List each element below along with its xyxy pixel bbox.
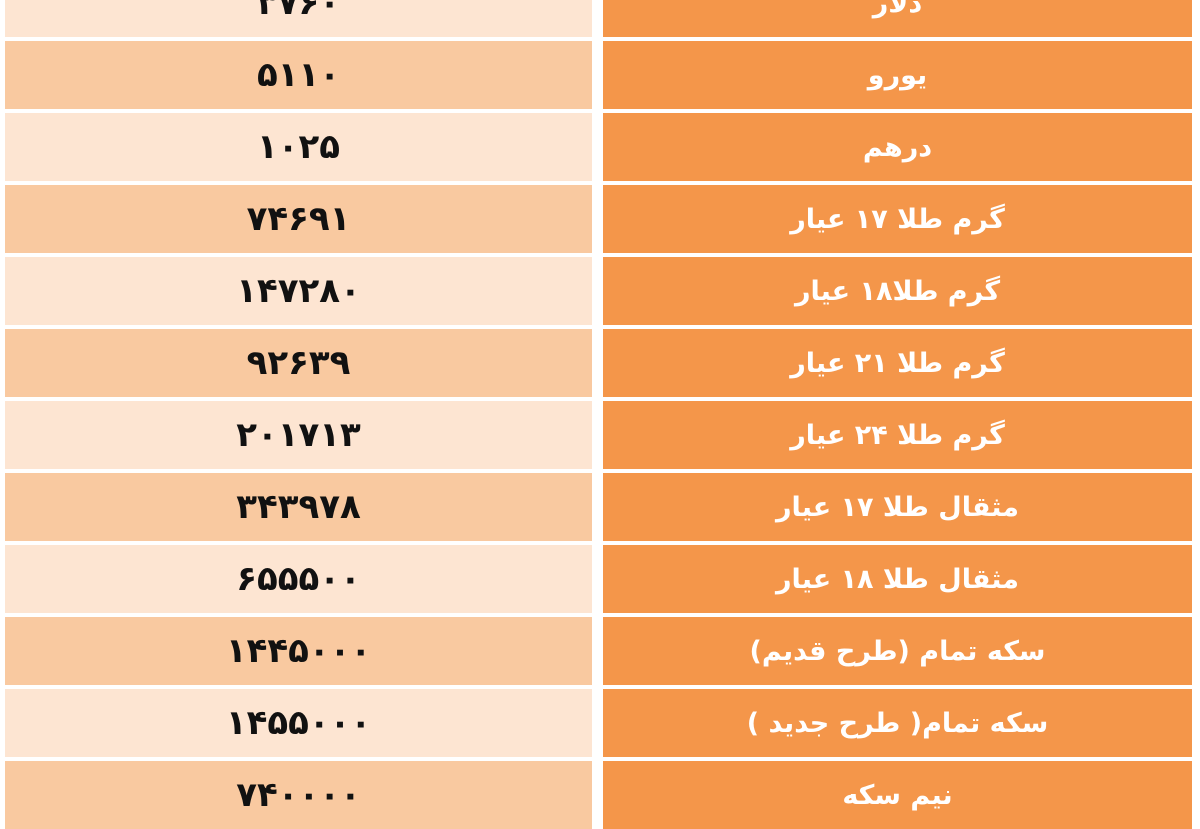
item-name: دلار (603, 0, 1192, 37)
price-value: ۵۱۱۰ (5, 41, 592, 109)
item-name: گرم طلا ۲۱ عیار (603, 329, 1192, 397)
price-value: ۷۴۶۹۱ (5, 185, 592, 253)
price-value: ۳۴۳۹۷۸ (5, 473, 592, 541)
item-name: مثقال طلا ۱۸ عیار (603, 545, 1192, 613)
price-value: ۶۵۵۵۰۰ (5, 545, 592, 613)
item-name: گرم طلا ۱۷ عیار (603, 185, 1192, 253)
table-row: ۵۱۱۰ یورو (0, 41, 1200, 109)
table-row: ۷۴۶۹۱ گرم طلا ۱۷ عیار (0, 185, 1200, 253)
price-value: ۹۲۶۳۹ (5, 329, 592, 397)
table-row: ۳۷۶۰ دلار (0, 0, 1200, 37)
table-row: ۷۴۰۰۰۰ نیم سکه (0, 761, 1200, 829)
price-value: ۱۴۵۵۰۰۰ (5, 689, 592, 757)
price-value: ۷۴۰۰۰۰ (5, 761, 592, 829)
table-row: ۲۰۱۷۱۳ گرم طلا ۲۴ عیار (0, 401, 1200, 469)
table-row: ۱۴۷۲۸۰ گرم طلا۱۸ عیار (0, 257, 1200, 325)
table-row: ۳۴۳۹۷۸ مثقال طلا ۱۷ عیار (0, 473, 1200, 541)
item-name: سکه تمام( طرح جدید ) (603, 689, 1192, 757)
item-name: یورو (603, 41, 1192, 109)
price-value: ۱۴۷۲۸۰ (5, 257, 592, 325)
price-value: ۲۰۱۷۱۳ (5, 401, 592, 469)
item-name: درهم (603, 113, 1192, 181)
table-row: ۱۴۴۵۰۰۰ سکه تمام (طرح قدیم) (0, 617, 1200, 685)
table-row: ۹۲۶۳۹ گرم طلا ۲۱ عیار (0, 329, 1200, 397)
item-name: سکه تمام (طرح قدیم) (603, 617, 1192, 685)
table-row: ۶۵۵۵۰۰ مثقال طلا ۱۸ عیار (0, 545, 1200, 613)
item-name: نیم سکه (603, 761, 1192, 829)
item-name: گرم طلا۱۸ عیار (603, 257, 1192, 325)
item-name: مثقال طلا ۱۷ عیار (603, 473, 1192, 541)
price-value: ۳۷۶۰ (5, 0, 592, 37)
item-name: گرم طلا ۲۴ عیار (603, 401, 1192, 469)
table-row: ۱۰۲۵ درهم (0, 113, 1200, 181)
table-row: ۱۴۵۵۰۰۰ سکه تمام( طرح جدید ) (0, 689, 1200, 757)
price-value: ۱۰۲۵ (5, 113, 592, 181)
price-value: ۱۴۴۵۰۰۰ (5, 617, 592, 685)
